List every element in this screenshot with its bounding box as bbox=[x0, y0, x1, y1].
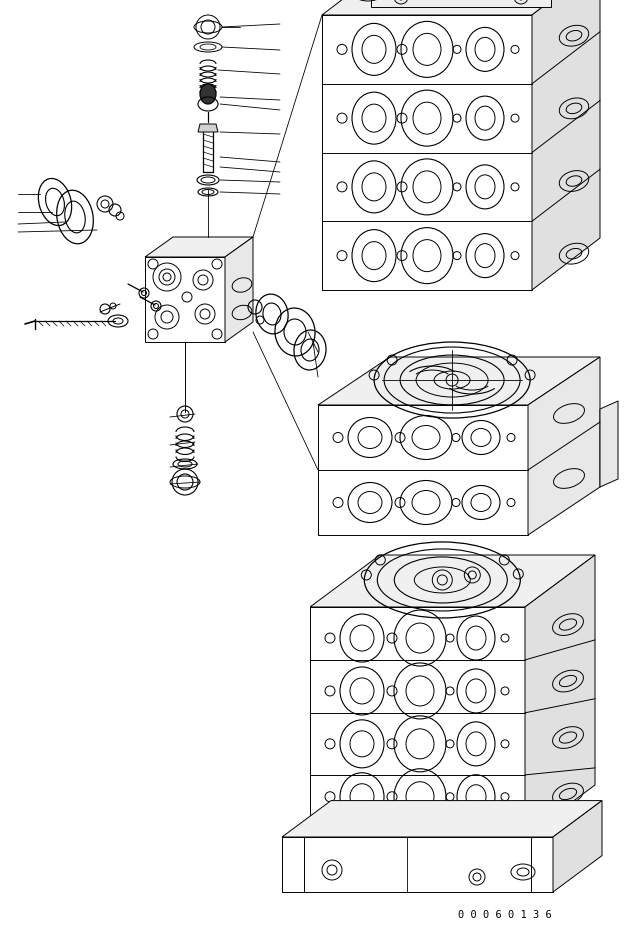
Polygon shape bbox=[525, 555, 595, 837]
Text: 0 0 0 6 0 1 3 6: 0 0 0 6 0 1 3 6 bbox=[458, 910, 552, 920]
Polygon shape bbox=[282, 837, 553, 892]
Polygon shape bbox=[198, 124, 218, 132]
Polygon shape bbox=[532, 0, 600, 290]
Polygon shape bbox=[310, 607, 525, 837]
Polygon shape bbox=[600, 401, 618, 487]
Polygon shape bbox=[282, 801, 602, 837]
Polygon shape bbox=[318, 405, 528, 535]
Ellipse shape bbox=[200, 84, 216, 104]
Polygon shape bbox=[318, 357, 600, 405]
Polygon shape bbox=[322, 15, 532, 290]
Polygon shape bbox=[322, 0, 600, 15]
Polygon shape bbox=[310, 555, 595, 607]
Polygon shape bbox=[225, 237, 253, 342]
Polygon shape bbox=[528, 357, 600, 535]
Bar bbox=[371, 0, 551, 7]
Polygon shape bbox=[145, 237, 253, 257]
Polygon shape bbox=[145, 257, 225, 342]
Polygon shape bbox=[553, 801, 602, 892]
